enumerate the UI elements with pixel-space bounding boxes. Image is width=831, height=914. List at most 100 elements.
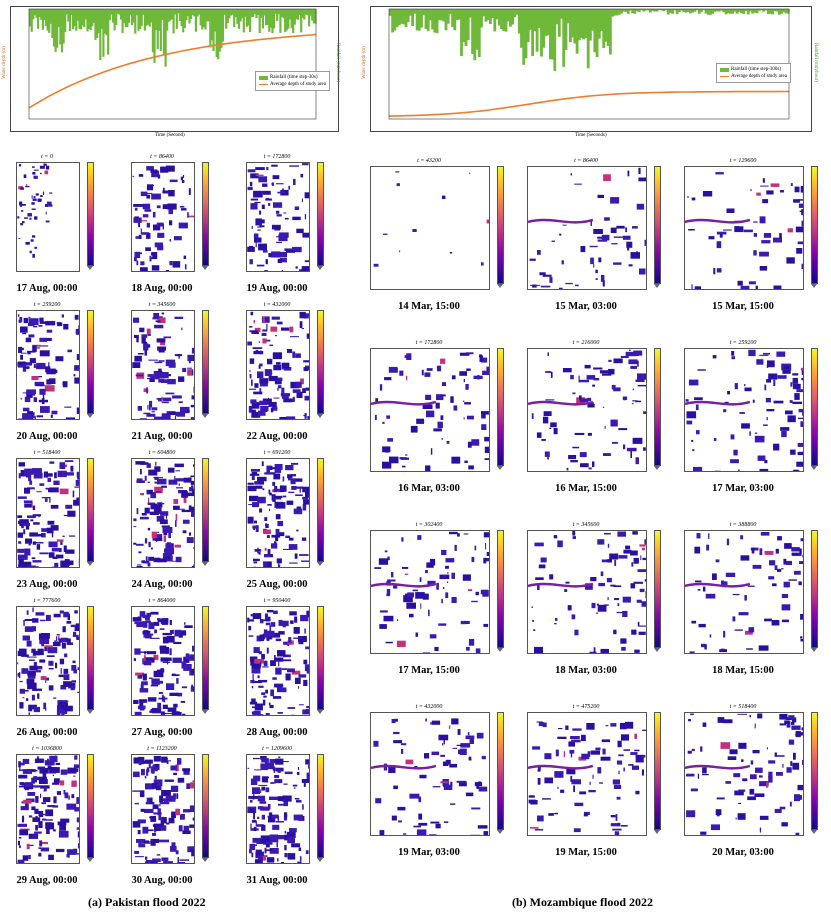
pakistan-ylabel-right: Rainfall (mm/hour) <box>335 42 341 83</box>
rain-bar <box>453 9 457 31</box>
panel-time-label: t = 475200 <box>572 704 600 710</box>
rain-bar <box>760 9 763 11</box>
rain-bar <box>751 9 754 14</box>
rain-bar <box>167 9 170 22</box>
rain-bar <box>464 9 468 46</box>
rain-bar <box>280 9 284 18</box>
rain-bar <box>190 9 193 20</box>
colorbar <box>811 166 818 288</box>
rain-bar <box>657 9 661 11</box>
rain-bar <box>242 9 245 33</box>
colorbar <box>811 530 818 652</box>
rain-bar <box>495 9 499 20</box>
rain-bar <box>123 9 126 24</box>
rain-bar <box>247 9 250 26</box>
rain-bar <box>569 9 572 43</box>
rain-bar <box>580 9 583 38</box>
rain-bar <box>115 9 118 25</box>
rain-bar <box>306 9 309 16</box>
panel-date-label: 18 Mar, 15:00 <box>712 665 774 676</box>
map-area <box>246 754 310 864</box>
rain-bar <box>629 9 632 11</box>
rain-bar <box>475 9 479 50</box>
rain-bar <box>245 9 248 27</box>
rain-bar <box>311 9 314 21</box>
rain-bar <box>266 9 269 25</box>
rain-bar <box>99 9 102 60</box>
colorbar <box>497 348 504 470</box>
rain-bar <box>150 9 153 23</box>
rain-bar <box>491 9 494 19</box>
rain-bar <box>740 9 743 13</box>
map-area <box>527 348 647 472</box>
rain-bar <box>737 9 741 12</box>
panel-date-label: 19 Aug, 00:00 <box>246 283 308 294</box>
rain-bar <box>542 9 546 48</box>
rain-bar <box>253 9 256 14</box>
colorbar <box>87 754 94 862</box>
panel-date-label: 17 Aug, 00:00 <box>16 283 78 294</box>
rain-bar <box>126 9 129 28</box>
rain-bar <box>480 9 483 28</box>
panel-time-label: t = 1036800 <box>32 746 62 752</box>
rain-bar <box>204 9 207 30</box>
rain-bar <box>755 9 759 14</box>
panel-time-label: t = 691200 <box>263 450 291 456</box>
rain-bar <box>591 9 594 31</box>
rain-legend-swatch <box>720 67 729 72</box>
rain-bar <box>185 9 188 21</box>
rain-bar <box>746 9 750 15</box>
rain-bar <box>153 9 156 64</box>
rain-bar <box>298 9 301 15</box>
rain-bar <box>611 9 614 17</box>
pakistan-legend: Rainfall (time step-30s) Average depth o… <box>255 71 330 91</box>
rain-bar <box>113 9 116 31</box>
panel-date-label: 18 Aug, 00:00 <box>131 283 193 294</box>
rain-bar <box>261 9 264 29</box>
rain-bar <box>38 9 41 18</box>
rain-bar <box>560 9 563 19</box>
panel-date-label: 27 Aug, 00:00 <box>131 727 193 738</box>
flood-depth-map <box>247 163 309 271</box>
rain-bar <box>437 9 441 21</box>
map-area <box>16 162 80 272</box>
rain-bar <box>713 9 717 12</box>
rain-bar <box>258 9 261 34</box>
rain-bar <box>653 9 657 12</box>
map-area <box>527 166 647 290</box>
rain-bar <box>271 9 274 34</box>
flood-depth-map <box>17 314 79 419</box>
flood-depth-map <box>247 610 309 715</box>
rain-bar <box>293 9 296 25</box>
rain-bar <box>65 9 68 15</box>
colorbar <box>202 754 209 862</box>
rain-bar <box>60 9 64 53</box>
rain-bar <box>773 9 777 12</box>
panel-date-label: 18 Mar, 03:00 <box>555 665 617 676</box>
rain-bar <box>80 9 83 30</box>
panel-time-label: t = 1209600 <box>262 746 292 752</box>
rain-bar <box>784 9 788 14</box>
flood-depth-map <box>528 721 646 835</box>
rain-bar <box>442 9 446 22</box>
rain-bar <box>780 9 783 14</box>
rain-bar <box>724 9 728 15</box>
flood-depth-map <box>17 460 79 567</box>
colorbar <box>87 606 94 714</box>
rain-bar <box>620 9 623 14</box>
rain-bar <box>135 9 138 16</box>
pakistan-timeseries-svg <box>28 8 317 120</box>
panel-date-label: 19 Mar, 15:00 <box>555 847 617 858</box>
rain-bar <box>57 9 60 27</box>
panel-time-label: t = 259200 <box>729 340 757 346</box>
rain-bar <box>455 9 459 20</box>
panel-time-label: t = 0 <box>41 154 53 160</box>
rain-bar <box>597 9 601 39</box>
rain-bar <box>161 9 164 21</box>
rain-bar <box>284 9 287 32</box>
depth-line <box>388 90 789 117</box>
rain-bar <box>233 9 236 28</box>
colorbar <box>317 458 324 566</box>
rain-bar <box>186 9 189 17</box>
rain-bar <box>124 9 127 28</box>
